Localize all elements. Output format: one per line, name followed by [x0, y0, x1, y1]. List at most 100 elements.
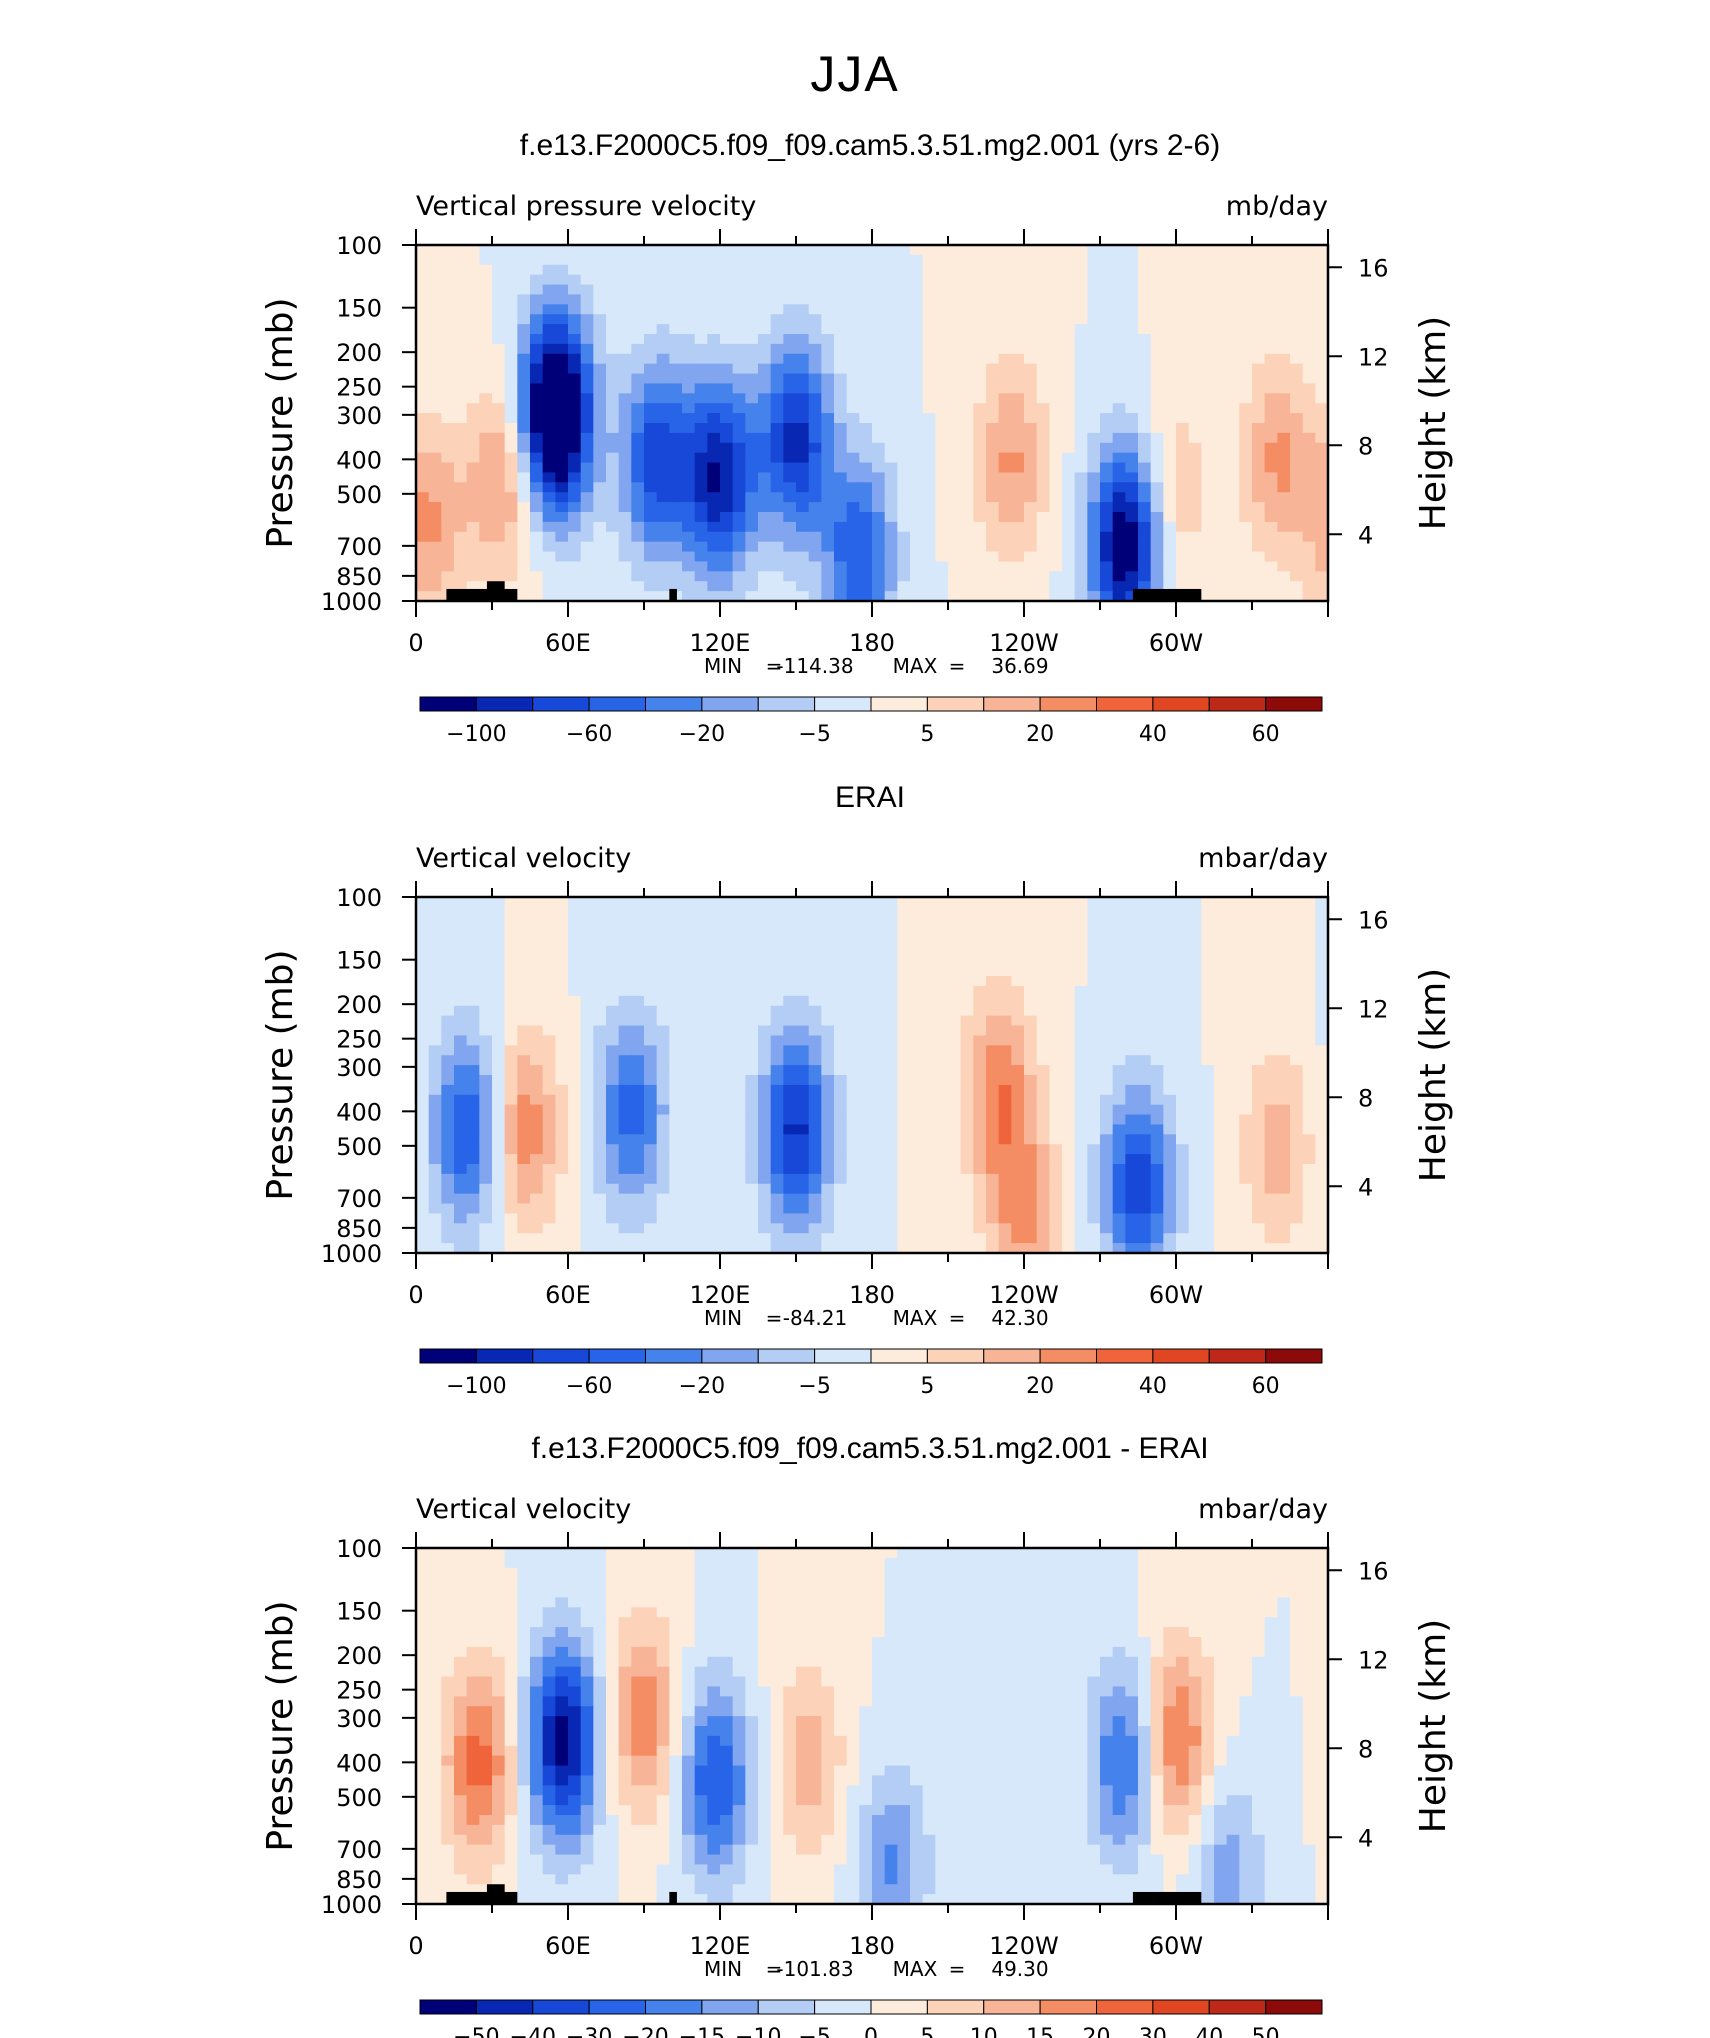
heatmap-cell	[479, 304, 493, 315]
heatmap-cell	[1011, 1094, 1025, 1106]
heatmap-cell	[834, 521, 848, 533]
heatmap-cell	[720, 541, 734, 553]
heatmap-cell	[454, 284, 468, 296]
heatmap-cell	[1062, 393, 1076, 404]
heatmap-cell	[720, 512, 734, 523]
heatmap-cell	[732, 363, 746, 375]
heatmap-cell	[859, 1203, 873, 1215]
heatmap-cell	[732, 343, 746, 355]
heatmap-cell	[821, 1065, 835, 1076]
heatmap-cell	[1125, 334, 1139, 345]
heatmap-cell	[948, 284, 962, 296]
heatmap-cell	[1036, 334, 1050, 345]
heatmap-cell	[770, 274, 784, 286]
heatmap-cell	[542, 274, 556, 286]
heatmap-cell	[745, 1183, 759, 1195]
heatmap-cell	[884, 274, 898, 286]
heatmap-cell	[1024, 373, 1038, 385]
heatmap-cell	[568, 334, 582, 345]
heatmap-cell	[593, 995, 607, 1007]
heatmap-cell	[1277, 353, 1291, 365]
heatmap-cell	[960, 245, 974, 256]
heatmap-cell	[897, 551, 911, 563]
heatmap-cell	[618, 452, 632, 464]
heatmap-cell	[1188, 946, 1202, 957]
heatmap-cell	[466, 956, 480, 967]
heatmap-cell	[568, 294, 582, 305]
heatmap-cell	[416, 1025, 430, 1037]
heatmap-cell	[1049, 462, 1063, 474]
heatmap-cell	[796, 1045, 810, 1056]
heatmap-cell	[1049, 906, 1063, 918]
heatmap-cell	[998, 1045, 1012, 1056]
heatmap-cell	[1062, 995, 1076, 1007]
heatmap-cell	[1176, 432, 1190, 444]
heatmap-cell	[1214, 383, 1228, 394]
heatmap-cell	[1214, 314, 1228, 325]
heatmap-cell	[859, 393, 873, 404]
heatmap-cell	[1290, 1055, 1304, 1066]
heatmap-cell	[694, 294, 708, 305]
heatmap-cell	[479, 897, 493, 908]
heatmap-cell	[1150, 512, 1164, 523]
heatmap-cell	[1188, 245, 1202, 256]
heatmap-cell	[593, 304, 607, 315]
heatmap-cell	[580, 561, 594, 572]
heatmap-cell	[1290, 1173, 1304, 1185]
heatmap-cell	[1087, 512, 1101, 523]
heatmap-cell	[1315, 986, 1329, 997]
heatmap-cell	[1125, 432, 1139, 444]
heatmap-cell	[796, 343, 810, 355]
heatmap-cell	[948, 1025, 962, 1037]
heatmap-cell	[1163, 1124, 1177, 1135]
heatmap-cell	[1163, 472, 1177, 483]
heatmap-cell	[555, 413, 569, 424]
heatmap-cell	[669, 413, 683, 424]
heatmap-cell	[568, 1134, 582, 1145]
heatmap-cell	[897, 432, 911, 444]
heatmap-cell	[1264, 462, 1278, 474]
heatmap-cell	[948, 1035, 962, 1046]
heatmap-cell	[1252, 916, 1266, 928]
heatmap-cell	[948, 264, 962, 276]
heatmap-cell	[1214, 1173, 1228, 1185]
heatmap-cell	[1315, 254, 1329, 266]
heatmap-cell	[884, 452, 898, 464]
heatmap-cell	[542, 581, 556, 592]
heatmap-cell	[644, 1065, 658, 1076]
heatmap-cell	[555, 482, 569, 493]
heatmap-cell	[466, 1035, 480, 1046]
heatmap-cell	[846, 452, 860, 464]
heatmap-cell	[1188, 423, 1202, 434]
heatmap-cell	[1226, 452, 1240, 464]
heatmap-cell	[948, 956, 962, 967]
heatmap-cell	[1087, 916, 1101, 928]
heatmap-cell	[1074, 936, 1088, 948]
heatmap-cell	[1201, 324, 1215, 335]
heatmap-cell	[973, 926, 987, 938]
heatmap-cell	[859, 284, 873, 296]
heatmap-cell	[428, 1045, 442, 1056]
heatmap-cell	[1277, 1025, 1291, 1037]
heatmap-cell	[1087, 324, 1101, 335]
heatmap-cell	[973, 284, 987, 296]
heatmap-cell	[1290, 492, 1304, 503]
heatmap-cell	[770, 1164, 784, 1175]
heatmap-cell	[555, 1124, 569, 1135]
heatmap-cell	[732, 452, 746, 464]
heatmap-cell	[935, 1055, 949, 1066]
heatmap-cell	[656, 304, 670, 315]
heatmap-cell	[1024, 1025, 1038, 1037]
heatmap-cell	[631, 551, 645, 563]
heatmap-cell	[682, 541, 696, 553]
heatmap-cell	[960, 1203, 974, 1215]
heatmap-cell	[834, 492, 848, 503]
heatmap-cell	[1188, 294, 1202, 305]
heatmap-cell	[834, 1025, 848, 1037]
heatmap-cell	[1264, 502, 1278, 513]
heatmap-cell	[1290, 946, 1304, 957]
heatmap-cell	[1176, 324, 1190, 335]
heatmap-cell	[884, 591, 898, 602]
heatmap-cell	[568, 363, 582, 375]
heatmap-cell	[504, 1144, 518, 1155]
